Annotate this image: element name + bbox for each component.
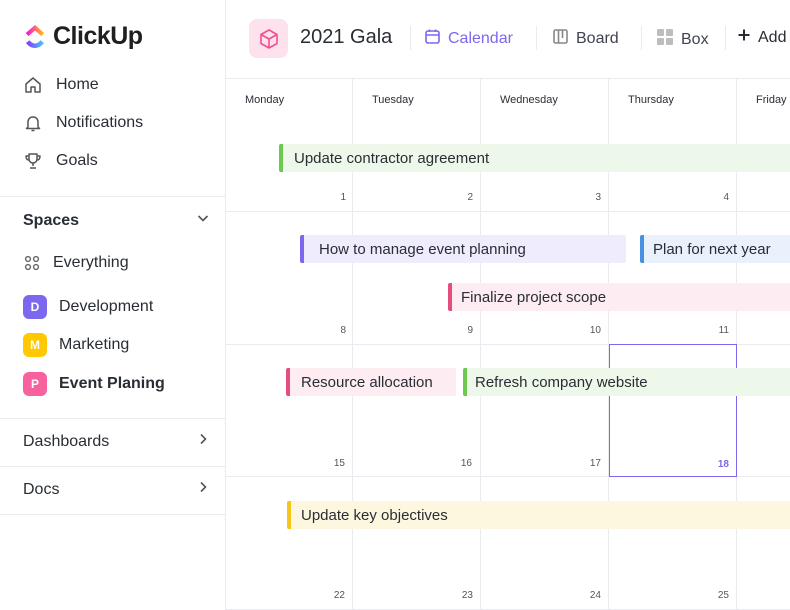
sidebar-divider — [0, 466, 226, 467]
space-badge: P — [23, 372, 47, 396]
day-header: Wednesday — [500, 94, 558, 106]
tab-box-label: Box — [681, 30, 709, 48]
spaces-label: Spaces — [23, 211, 80, 229]
tab-separator — [536, 26, 537, 50]
tab-add-label: Add — [758, 28, 787, 46]
week-divider — [226, 211, 790, 212]
week-divider — [226, 344, 790, 345]
date-number: 16 — [460, 458, 472, 469]
spaces-header[interactable]: Spaces — [23, 211, 210, 230]
dashboards-label: Dashboards — [23, 432, 110, 450]
board-icon — [552, 28, 569, 50]
cube-icon — [259, 28, 278, 49]
event-plan-for-next-year[interactable]: Plan for next year — [640, 235, 790, 263]
home-icon — [23, 75, 42, 94]
chevron-right-icon — [196, 432, 210, 451]
sidebar-divider — [0, 514, 226, 515]
date-number: 25 — [717, 590, 729, 601]
dashboards-row[interactable]: Dashboards — [23, 432, 210, 451]
tab-separator — [641, 26, 642, 50]
docs-label: Docs — [23, 480, 60, 498]
event-refresh-company-website[interactable]: Refresh company website — [463, 368, 790, 396]
bell-icon — [23, 113, 42, 132]
calendar-icon — [424, 28, 441, 50]
sidebar-divider — [0, 196, 226, 197]
date-number: 11 — [718, 325, 729, 336]
date-number: 15 — [333, 458, 345, 469]
tab-separator — [725, 26, 726, 50]
event-finalize-project-scope[interactable]: Finalize project scope — [448, 283, 790, 311]
nav-home-label: Home — [56, 75, 99, 93]
clickup-logo-icon — [25, 24, 45, 48]
nav-goals-label: Goals — [56, 151, 98, 169]
event-update-key-objectives[interactable]: Update key objectives — [287, 501, 790, 529]
week-divider — [226, 476, 790, 477]
event-how-to-manage-event-planning[interactable]: How to manage event planning — [300, 235, 626, 263]
space-everything-label: Everything — [53, 254, 129, 271]
space-development[interactable]: D Development — [23, 295, 153, 319]
project-icon — [249, 19, 288, 58]
box-icon — [656, 28, 674, 51]
date-number: 17 — [589, 458, 601, 469]
date-number: 22 — [333, 590, 345, 601]
space-event-planing[interactable]: P Event Planing — [23, 372, 165, 396]
project-header: 2021 Gala Calendar Board Box Add — [226, 0, 790, 79]
space-everything[interactable]: Everything — [23, 254, 129, 272]
date-number-today: 18 — [717, 459, 729, 470]
docs-row[interactable]: Docs — [23, 480, 210, 499]
tab-box[interactable]: Box — [656, 28, 709, 51]
space-event-planing-label: Event Planing — [59, 375, 165, 392]
tab-calendar-label: Calendar — [448, 30, 513, 47]
space-marketing-label: Marketing — [59, 336, 130, 353]
calendar-grid: Monday Tuesday Wednesday Thursday Friday… — [226, 79, 790, 610]
chevron-right-icon — [196, 480, 210, 499]
day-header: Thursday — [628, 94, 674, 106]
space-badge: M — [23, 333, 47, 357]
date-number: 10 — [589, 325, 601, 336]
trophy-icon — [23, 151, 42, 170]
tab-add[interactable]: Add — [737, 28, 786, 47]
date-number: 2 — [467, 192, 473, 203]
sidebar-divider — [0, 418, 226, 419]
nav-notifications[interactable]: Notifications — [23, 113, 143, 132]
tab-board-label: Board — [576, 30, 619, 47]
date-number: 8 — [340, 325, 346, 336]
tab-separator — [410, 26, 411, 50]
tab-board[interactable]: Board — [552, 28, 619, 50]
day-header: Monday — [245, 94, 285, 106]
day-header: Tuesday — [372, 94, 414, 106]
date-number: 23 — [461, 590, 473, 601]
sidebar: ClickUp Home Notifications Goals Spaces … — [0, 0, 226, 610]
date-number: 1 — [340, 192, 346, 203]
project-title: 2021 Gala — [300, 26, 393, 48]
logo-text: ClickUp — [53, 22, 143, 50]
day-header: Friday — [756, 94, 787, 106]
plus-icon — [737, 28, 751, 47]
nav-notifications-label: Notifications — [56, 113, 144, 131]
date-number: 24 — [589, 590, 601, 601]
nav-goals[interactable]: Goals — [23, 151, 98, 170]
event-resource-allocation[interactable]: Resource allocation — [286, 368, 456, 396]
today-cell[interactable] — [609, 344, 737, 477]
chevron-down-icon[interactable] — [196, 211, 210, 230]
tab-calendar[interactable]: Calendar — [424, 28, 513, 50]
clickup-logo[interactable]: ClickUp — [23, 22, 143, 51]
nav-home[interactable]: Home — [23, 75, 99, 94]
grid-icon — [23, 254, 41, 272]
date-number: 3 — [595, 192, 601, 203]
event-update-contractor-agreement[interactable]: Update contractor agreement — [279, 144, 790, 172]
date-number: 9 — [467, 325, 473, 336]
date-number: 4 — [723, 192, 729, 203]
space-development-label: Development — [59, 298, 154, 315]
space-marketing[interactable]: M Marketing — [23, 333, 129, 357]
space-badge: D — [23, 295, 47, 319]
